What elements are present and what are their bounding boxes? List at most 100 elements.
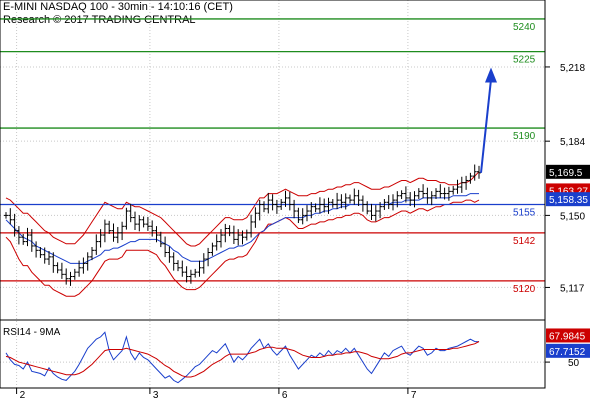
candle — [38, 247, 43, 258]
rsi-ma-tag: 67.9845 — [549, 331, 586, 342]
rsi-panel-title: RSI14 - 9MA — [3, 327, 61, 338]
y-tick-label: 5,150 — [560, 211, 585, 222]
candle — [34, 241, 39, 258]
candle — [438, 184, 443, 199]
candle — [421, 184, 426, 199]
y-tick-label: 5,117 — [560, 283, 585, 294]
candle — [270, 194, 275, 211]
candle — [459, 176, 464, 193]
last-price-tag-box — [546, 164, 590, 179]
candle — [313, 203, 318, 213]
rsi-y-tick-label: 50 — [568, 358, 580, 369]
candle — [8, 208, 13, 225]
candle — [4, 212, 8, 219]
candle — [442, 187, 447, 200]
candle — [352, 188, 357, 205]
forecast-arrow — [480, 67, 497, 173]
candle — [219, 229, 223, 248]
candle — [180, 260, 185, 277]
candle — [326, 197, 331, 214]
upper-band-tag: 5,163.27 — [549, 186, 588, 197]
candle — [98, 229, 103, 248]
candle — [240, 230, 245, 245]
candle — [137, 215, 142, 232]
level-label: 5240 — [513, 22, 536, 33]
candle — [356, 189, 361, 207]
candle — [412, 191, 417, 208]
chart-copyright: Research © 2017 TRADING CENTRAL — [3, 14, 196, 26]
price-panel-frame — [0, 0, 546, 321]
level-label: 5120 — [513, 284, 536, 295]
candle — [477, 165, 481, 179]
candle — [158, 231, 163, 248]
candle — [107, 220, 112, 234]
candle — [244, 229, 249, 241]
candle — [429, 191, 434, 206]
price-tags: 5,169.5 5,163.275,158.35 67.9845 67.7152 — [546, 164, 590, 358]
candle — [262, 201, 266, 213]
candle — [68, 271, 73, 286]
x-tick-label: 3 — [153, 390, 159, 400]
chart-title: E-MINI NASDAQ 100 - 30min - 14:10:16 (CE… — [3, 1, 233, 13]
candle — [408, 192, 413, 207]
candle — [72, 268, 77, 280]
x-tick-label: 6 — [282, 390, 288, 400]
level-label: 5155 — [513, 207, 536, 218]
candle — [227, 225, 232, 237]
candle — [365, 201, 370, 215]
candle — [391, 194, 395, 211]
rsi-panel — [5, 331, 480, 384]
candle — [464, 175, 469, 190]
candle — [416, 188, 421, 200]
candle — [59, 262, 64, 279]
candle — [42, 247, 47, 264]
candle — [434, 188, 438, 200]
candle — [382, 199, 387, 210]
y-tick-label: 5,218 — [560, 63, 585, 74]
candle — [206, 247, 211, 267]
candle — [47, 250, 51, 265]
candle — [55, 262, 60, 274]
candle — [128, 203, 133, 223]
candle — [85, 252, 90, 271]
lower-band-tag: 5,158.35 — [549, 195, 588, 206]
candle — [292, 199, 297, 219]
last-price-tag: 5,169.5 — [549, 168, 583, 179]
rsi-line — [5, 331, 480, 384]
candle — [236, 229, 241, 246]
candle — [141, 216, 146, 228]
candle — [102, 219, 107, 243]
rsi-tag: 67.7152 — [549, 347, 586, 358]
candle — [115, 226, 120, 244]
candle — [287, 192, 292, 211]
x-tick-label: 2 — [20, 390, 26, 400]
rsi-tag-box — [546, 343, 590, 358]
candle — [425, 187, 430, 204]
candle — [386, 195, 391, 210]
candle — [317, 197, 322, 214]
rsi-ma-tag-box — [546, 328, 590, 343]
lower-band-tag-box — [546, 192, 590, 207]
forecast-arrow-head — [485, 67, 497, 83]
candle — [472, 164, 477, 181]
candle — [120, 221, 125, 241]
x-tick-label: 7 — [411, 390, 417, 400]
candle — [90, 247, 94, 261]
candle — [51, 252, 56, 273]
candle — [360, 195, 365, 212]
lower-bollinger-band — [5, 199, 480, 297]
level-label: 5142 — [513, 236, 536, 247]
candle — [339, 194, 344, 209]
candle — [283, 190, 288, 207]
candle — [253, 207, 258, 228]
candle — [64, 268, 69, 285]
candle — [378, 202, 383, 219]
candle — [167, 246, 172, 263]
candle — [163, 236, 168, 258]
candle — [193, 268, 198, 278]
candle — [231, 225, 236, 244]
forecast-arrow-shaft — [480, 79, 492, 173]
candle — [25, 227, 30, 247]
candle — [184, 266, 189, 283]
